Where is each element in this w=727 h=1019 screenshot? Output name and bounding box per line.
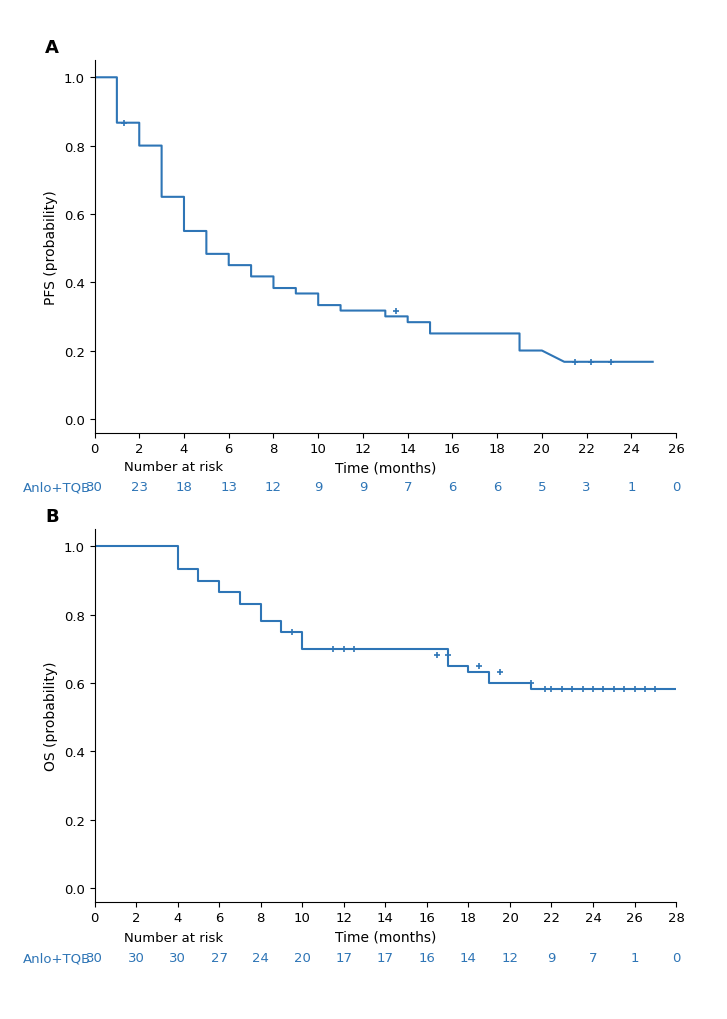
Text: Anlo+TQB: Anlo+TQB <box>23 952 91 964</box>
Text: Anlo+TQB: Anlo+TQB <box>23 481 91 493</box>
Text: 13: 13 <box>220 481 237 493</box>
Text: 9: 9 <box>314 481 322 493</box>
Text: 14: 14 <box>460 952 477 964</box>
Text: 6: 6 <box>493 481 502 493</box>
Text: 20: 20 <box>294 952 310 964</box>
Text: 9: 9 <box>547 952 555 964</box>
Text: 17: 17 <box>377 952 394 964</box>
Text: 0: 0 <box>672 952 680 964</box>
Text: Number at risk: Number at risk <box>124 461 222 474</box>
Text: 3: 3 <box>582 481 591 493</box>
Y-axis label: PFS (probability): PFS (probability) <box>44 190 58 305</box>
Text: B: B <box>45 507 59 526</box>
Text: 30: 30 <box>128 952 145 964</box>
Text: A: A <box>45 39 59 57</box>
Text: 1: 1 <box>627 481 635 493</box>
X-axis label: Time (months): Time (months) <box>334 930 436 944</box>
Text: 0: 0 <box>672 481 680 493</box>
Text: 30: 30 <box>86 481 103 493</box>
Text: 30: 30 <box>169 952 186 964</box>
Text: 7: 7 <box>589 952 598 964</box>
Text: 17: 17 <box>335 952 353 964</box>
Text: 9: 9 <box>358 481 367 493</box>
Text: Number at risk: Number at risk <box>124 931 222 945</box>
Text: 1: 1 <box>630 952 639 964</box>
Text: 16: 16 <box>419 952 435 964</box>
Text: 7: 7 <box>403 481 412 493</box>
X-axis label: Time (months): Time (months) <box>334 462 436 475</box>
Y-axis label: OS (probability): OS (probability) <box>44 661 58 770</box>
Text: 6: 6 <box>449 481 457 493</box>
Text: 24: 24 <box>252 952 269 964</box>
Text: 12: 12 <box>265 481 282 493</box>
Text: 23: 23 <box>131 481 148 493</box>
Text: 18: 18 <box>175 481 193 493</box>
Text: 30: 30 <box>86 952 103 964</box>
Text: 12: 12 <box>502 952 518 964</box>
Text: 5: 5 <box>538 481 546 493</box>
Text: 27: 27 <box>211 952 228 964</box>
